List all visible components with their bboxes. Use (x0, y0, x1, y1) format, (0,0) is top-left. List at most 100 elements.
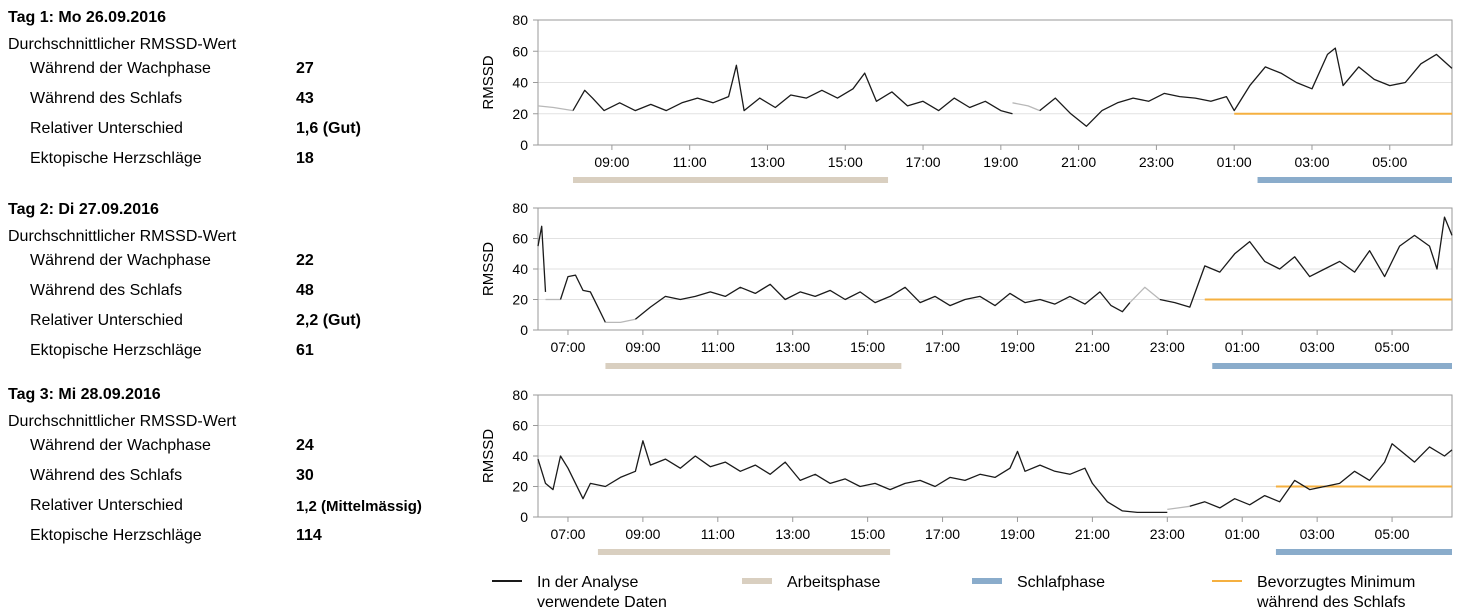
stat-row: Relativer Unterschied 2,2 (Gut) (8, 307, 458, 337)
y-axis-label: RMSSD (480, 242, 497, 296)
day-panel: Tag 1: Mo 26.09.2016 Durchschnittlicher … (8, 8, 458, 175)
day-subtitle: Durchschnittlicher RMSSD-Wert (8, 36, 237, 53)
x-tick-label: 11:00 (673, 154, 707, 170)
legend-label: während des Schlafs (1256, 594, 1406, 611)
stat-label: Relativer Unterschied (30, 497, 183, 514)
sleep-phase-bar (1212, 363, 1452, 369)
x-tick-label: 01:00 (1225, 339, 1260, 355)
stat-value: 43 (296, 90, 314, 107)
stat-value: 1,2 (Mittelmässig) (296, 498, 422, 515)
x-tick-label: 01:00 (1225, 526, 1260, 542)
y-tick-label: 0 (520, 322, 528, 338)
x-tick-label: 15:00 (850, 339, 885, 355)
x-tick-label: 23:00 (1139, 154, 1174, 170)
x-tick-label: 21:00 (1075, 526, 1110, 542)
data-series-line (537, 225, 547, 292)
y-tick-label: 20 (512, 106, 528, 122)
x-tick-label: 15:00 (850, 526, 885, 542)
data-series-line (634, 283, 1131, 320)
y-tick-label: 60 (512, 418, 528, 434)
stat-row: Während des Schlafs 30 (8, 462, 458, 492)
x-tick-label: 13:00 (775, 526, 810, 542)
stat-row: Während der Wachphase 22 (8, 247, 458, 277)
y-tick-label: 0 (520, 509, 528, 525)
x-tick-label: 09:00 (625, 339, 660, 355)
x-tick-label: 23:00 (1150, 526, 1185, 542)
gap-series-line (1129, 286, 1161, 304)
data-series-line (537, 440, 1168, 514)
stat-value: 1,6 (Gut) (296, 120, 361, 137)
data-series-line (1159, 216, 1453, 308)
legend-label: verwendete Daten (537, 594, 667, 611)
x-tick-label: 17:00 (925, 526, 960, 542)
stat-label: Ektopische Herzschläge (30, 150, 202, 167)
stat-label: Während der Wachphase (30, 437, 211, 454)
y-tick-label: 60 (512, 43, 528, 59)
x-tick-label: 23:00 (1150, 339, 1185, 355)
data-series-line (572, 64, 1013, 115)
stat-label: Während der Wachphase (30, 252, 211, 269)
stat-value: 61 (296, 342, 314, 359)
y-axis-label: RMSSD (480, 55, 497, 109)
x-tick-label: 05:00 (1372, 154, 1407, 170)
legend: In der Analyse verwendete Daten Arbeitspha… (492, 574, 1415, 611)
data-series-line (559, 274, 606, 323)
work-phase-bar (597, 549, 891, 555)
day-subtitle: Durchschnittlicher RMSSD-Wert (8, 228, 237, 245)
data-series-line (1039, 47, 1453, 127)
x-tick-label: 13:00 (750, 154, 785, 170)
gap-series-line (1012, 102, 1040, 112)
y-tick-label: 80 (512, 12, 528, 28)
plot-frame (537, 19, 1453, 146)
gap-series-line (605, 318, 636, 324)
gap-series-line (1167, 505, 1190, 511)
stat-label: Während des Schlafs (30, 467, 183, 484)
x-tick-label: 19:00 (1000, 339, 1035, 355)
stat-value: 24 (296, 437, 314, 454)
x-tick-label: 03:00 (1300, 526, 1335, 542)
stat-label: Während der Wachphase (30, 60, 211, 77)
x-tick-label: 01:00 (1217, 154, 1252, 170)
x-tick-label: 03:00 (1294, 154, 1329, 170)
plot-frame (537, 394, 1453, 518)
stat-value: 2,2 (Gut) (296, 312, 361, 329)
day-panel: Tag 3: Mi 28.09.2016 Durchschnittlicher … (8, 385, 458, 552)
y-tick-label: 40 (512, 261, 528, 277)
stat-label: Ektopische Herzschläge (30, 342, 202, 359)
stat-row: Relativer Unterschied 1,6 (Gut) (8, 115, 458, 145)
x-tick-label: 21:00 (1061, 154, 1096, 170)
stat-value: 22 (296, 252, 314, 269)
x-tick-label: 03:00 (1300, 339, 1335, 355)
stat-value: 114 (296, 527, 322, 544)
x-tick-label: 19:00 (1000, 526, 1035, 542)
stat-label: Relativer Unterschied (30, 120, 183, 137)
x-tick-label: 11:00 (701, 339, 735, 355)
data-series-line (1189, 443, 1453, 509)
x-tick-label: 17:00 (925, 339, 960, 355)
x-tick-label: 21:00 (1075, 339, 1110, 355)
x-tick-label: 07:00 (550, 526, 585, 542)
stat-label: Relativer Unterschied (30, 312, 183, 329)
day-title: Tag 1: Mo 26.09.2016 (8, 9, 166, 26)
stat-label: Während des Schlafs (30, 90, 183, 107)
stat-row: Während des Schlafs 48 (8, 277, 458, 307)
y-tick-label: 20 (512, 292, 528, 308)
sleep-phase-bar (1275, 549, 1452, 555)
day-title: Tag 3: Mi 28.09.2016 (8, 386, 161, 403)
x-tick-label: 09:00 (594, 154, 629, 170)
stat-value: 30 (296, 467, 314, 484)
legend-swatch (742, 578, 772, 584)
stat-row: Ektopische Herzschläge 61 (8, 337, 458, 367)
x-tick-label: 19:00 (983, 154, 1018, 170)
y-axis-label: RMSSD (480, 429, 497, 483)
x-tick-label: 07:00 (550, 339, 585, 355)
day-subtitle: Durchschnittlicher RMSSD-Wert (8, 413, 237, 430)
stat-value: 27 (296, 60, 314, 77)
stat-row: Ektopische Herzschläge 114 (8, 522, 458, 552)
y-tick-label: 0 (520, 137, 528, 153)
legend-label: Schlafphase (1017, 574, 1105, 591)
legend-label: In der Analyse (537, 574, 639, 591)
day-panel: Tag 2: Di 27.09.2016 Durchschnittlicher … (8, 200, 458, 367)
x-tick-label: 09:00 (625, 526, 660, 542)
